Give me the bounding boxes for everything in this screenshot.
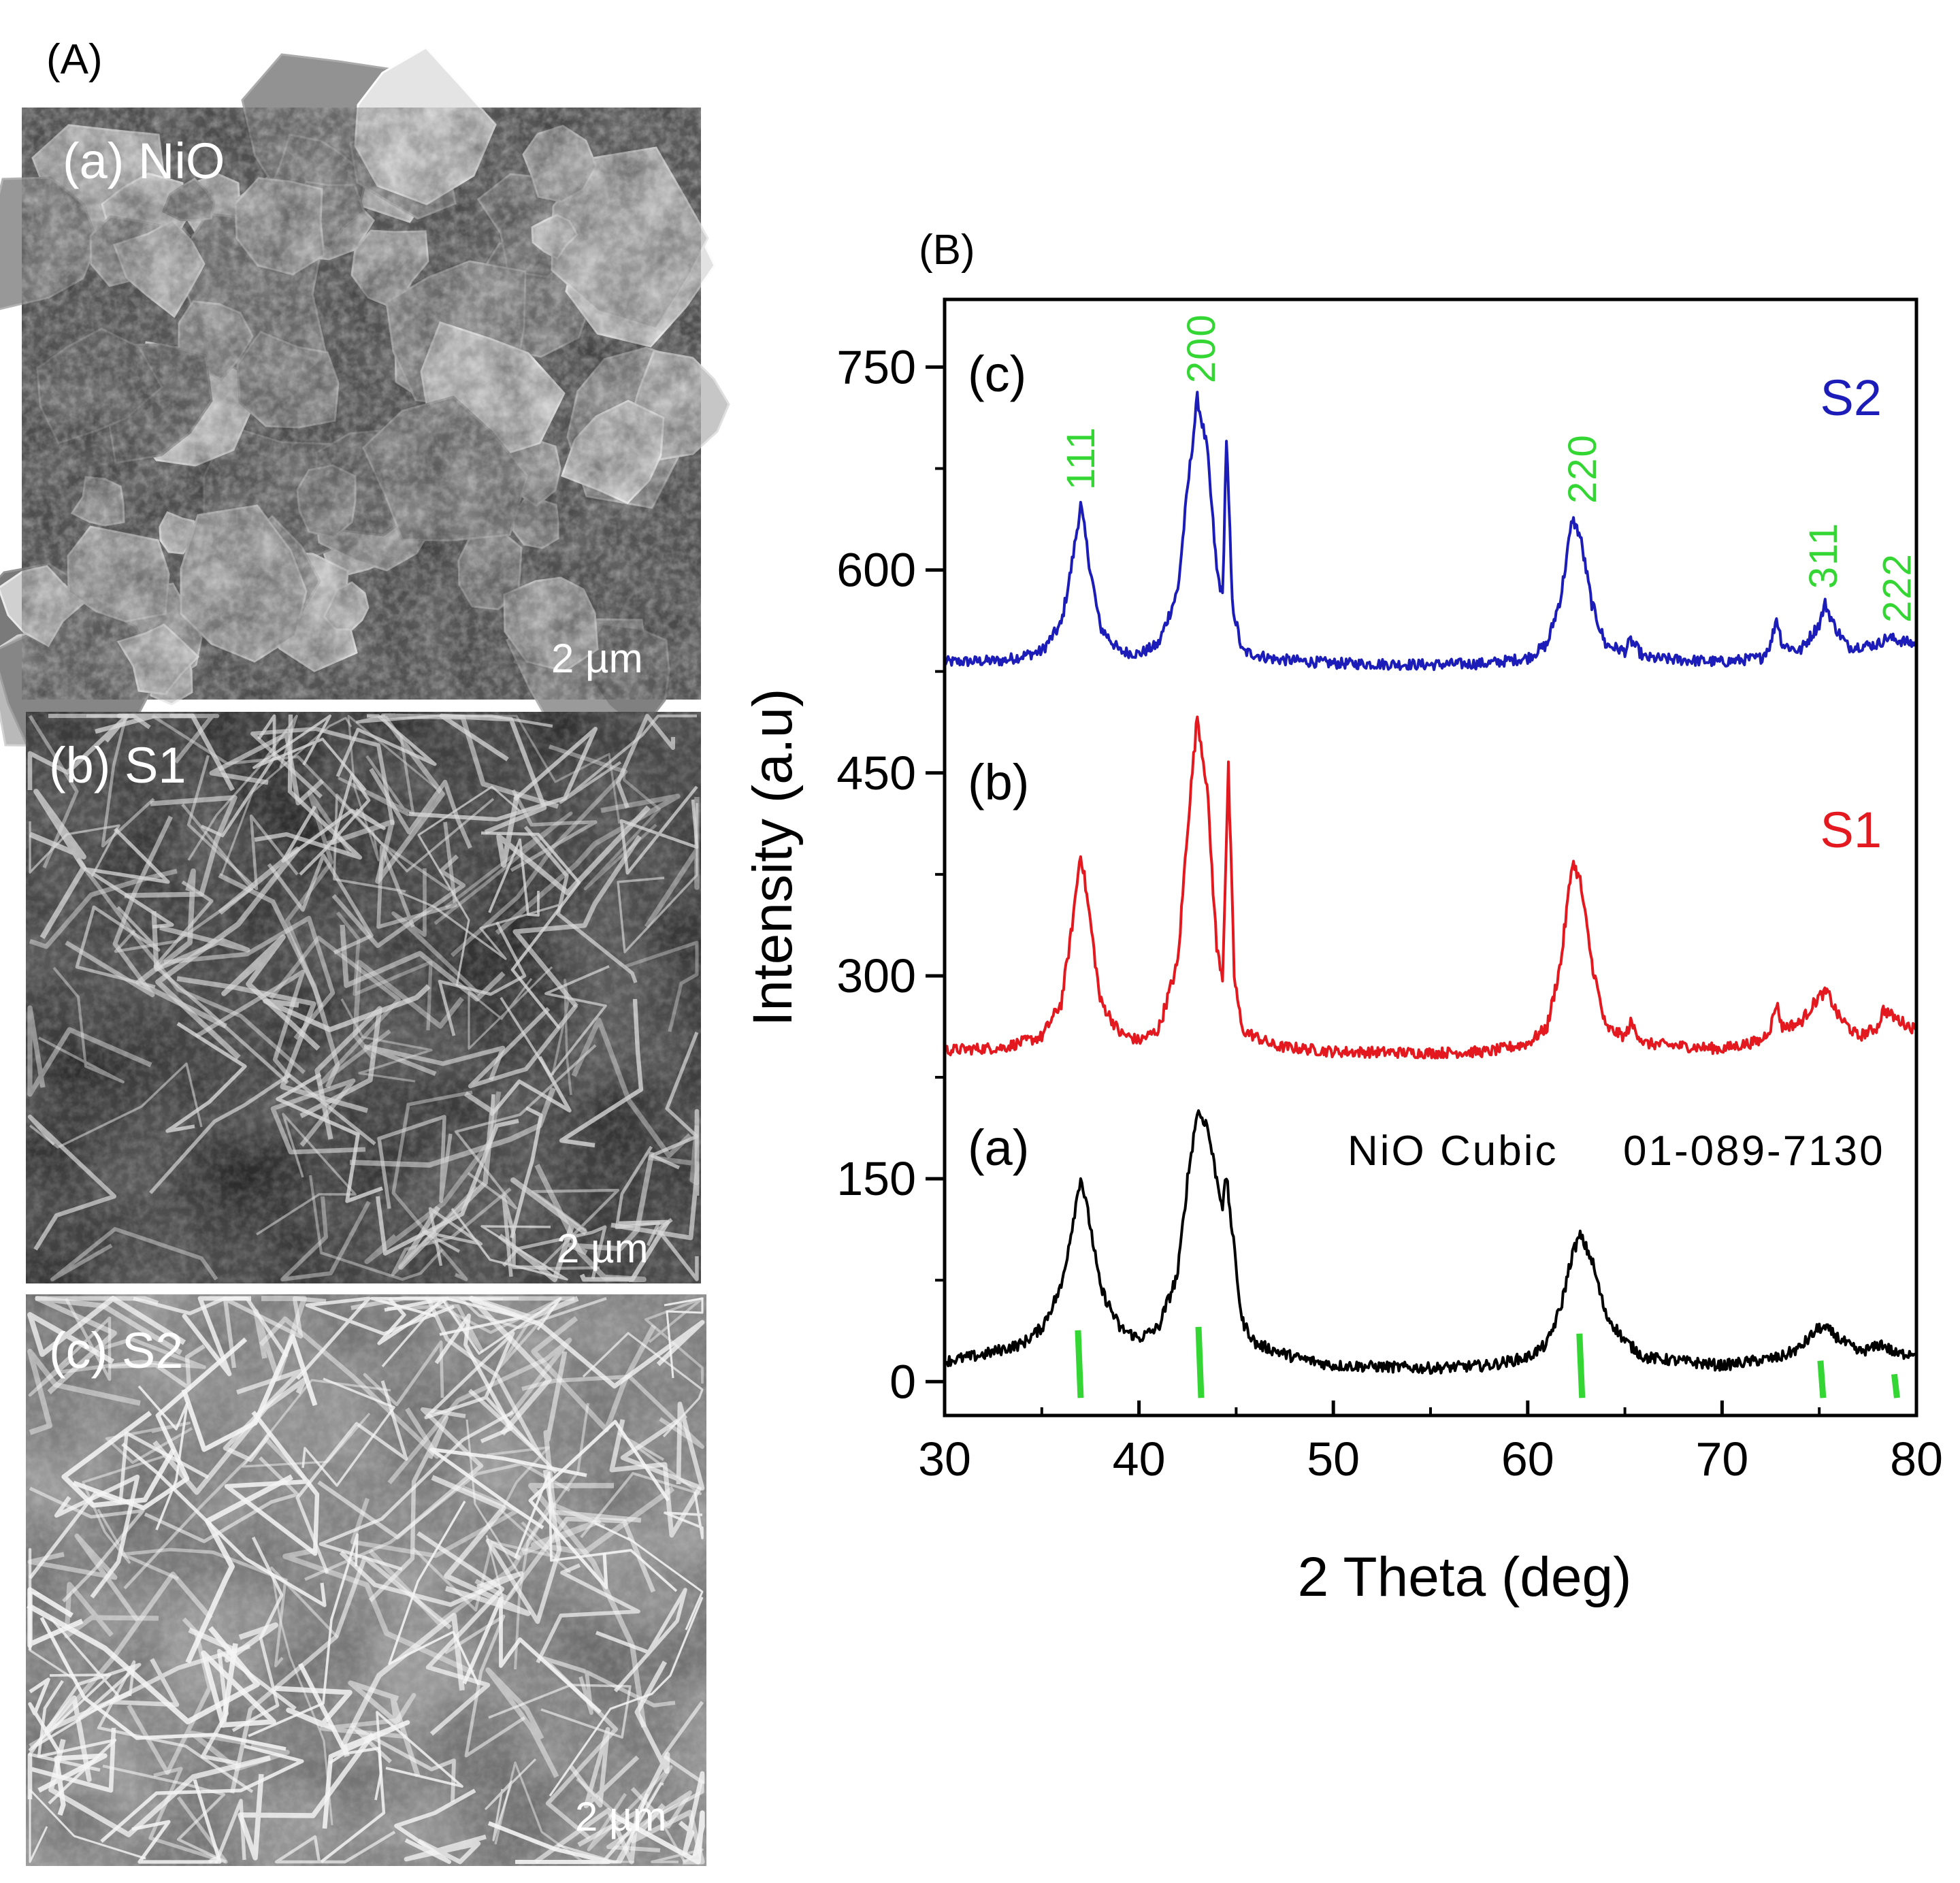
scale-bar-label-nio: 2 µm [551, 636, 643, 681]
sem-label-s1: (b) S1 [49, 737, 186, 793]
series-name-s1: S1 [1820, 802, 1882, 858]
panel-a-label: (A) [46, 36, 103, 83]
y-tick-label-750: 750 [836, 340, 916, 393]
sem-label-nio: (a) NiO [63, 133, 225, 189]
x-tick-label-70: 70 [1695, 1432, 1748, 1486]
series-line-a [943, 1109, 1918, 1375]
reference-code: 01-089-7130 [1623, 1128, 1885, 1175]
xrd-chart: 30 40 50 60 70 80 0 150 300 450 600 750 111 200 220 3… [742, 297, 1943, 1608]
x-tick-label-60: 60 [1501, 1432, 1554, 1486]
reference-line-200 [1195, 1326, 1205, 1398]
x-tick-label-50: 50 [1307, 1432, 1360, 1486]
y-tick-label-600: 600 [836, 544, 916, 597]
sem-image-s1: (b) S1 2 µm [26, 712, 701, 1283]
curve-label-a: (a) [968, 1119, 1029, 1176]
hkl-label-222: 222 [1875, 553, 1919, 623]
x-tick-label-80: 80 [1890, 1432, 1943, 1486]
y-tick-label-0: 0 [889, 1355, 916, 1408]
reference-line-222 [1891, 1373, 1900, 1398]
reference-line-220 [1576, 1333, 1586, 1398]
curve-label-b: (b) [968, 754, 1029, 810]
panel-b-label: (B) [919, 227, 975, 274]
x-tick-label-40: 40 [1113, 1432, 1166, 1486]
x-tick-label-30: 30 [918, 1432, 971, 1486]
reference-label: NiO Cubic [1348, 1128, 1558, 1175]
scale-bar-label-s1: 2 µm [557, 1226, 649, 1271]
hkl-label-200: 200 [1179, 313, 1224, 383]
series-name-s2: S2 [1820, 370, 1882, 426]
sem-image-s2: (c) S2 2 µm [26, 1294, 706, 1866]
x-axis-label: 2 Theta (deg) [1298, 1546, 1632, 1608]
y-tick-label-300: 300 [836, 949, 916, 1002]
scale-bar-label-s2: 2 µm [575, 1794, 667, 1839]
hkl-label-220: 220 [1561, 433, 1605, 504]
sem-image-nio: (a) NiO 2 µm [0, 46, 730, 755]
hkl-label-111: 111 [1059, 426, 1103, 490]
sem-label-s2: (c) S2 [49, 1322, 183, 1379]
reference-line-311 [1817, 1360, 1827, 1398]
curve-label-c: (c) [968, 346, 1026, 402]
series-line-s2 [943, 391, 1918, 672]
hkl-label-311: 311 [1801, 522, 1846, 589]
y-tick-label-150: 150 [836, 1152, 916, 1205]
series-line-s1 [943, 715, 1918, 1060]
y-tick-label-450: 450 [836, 747, 916, 800]
reference-line-111 [1075, 1330, 1084, 1398]
y-axis-label: Intensity (a.u) [742, 689, 804, 1027]
